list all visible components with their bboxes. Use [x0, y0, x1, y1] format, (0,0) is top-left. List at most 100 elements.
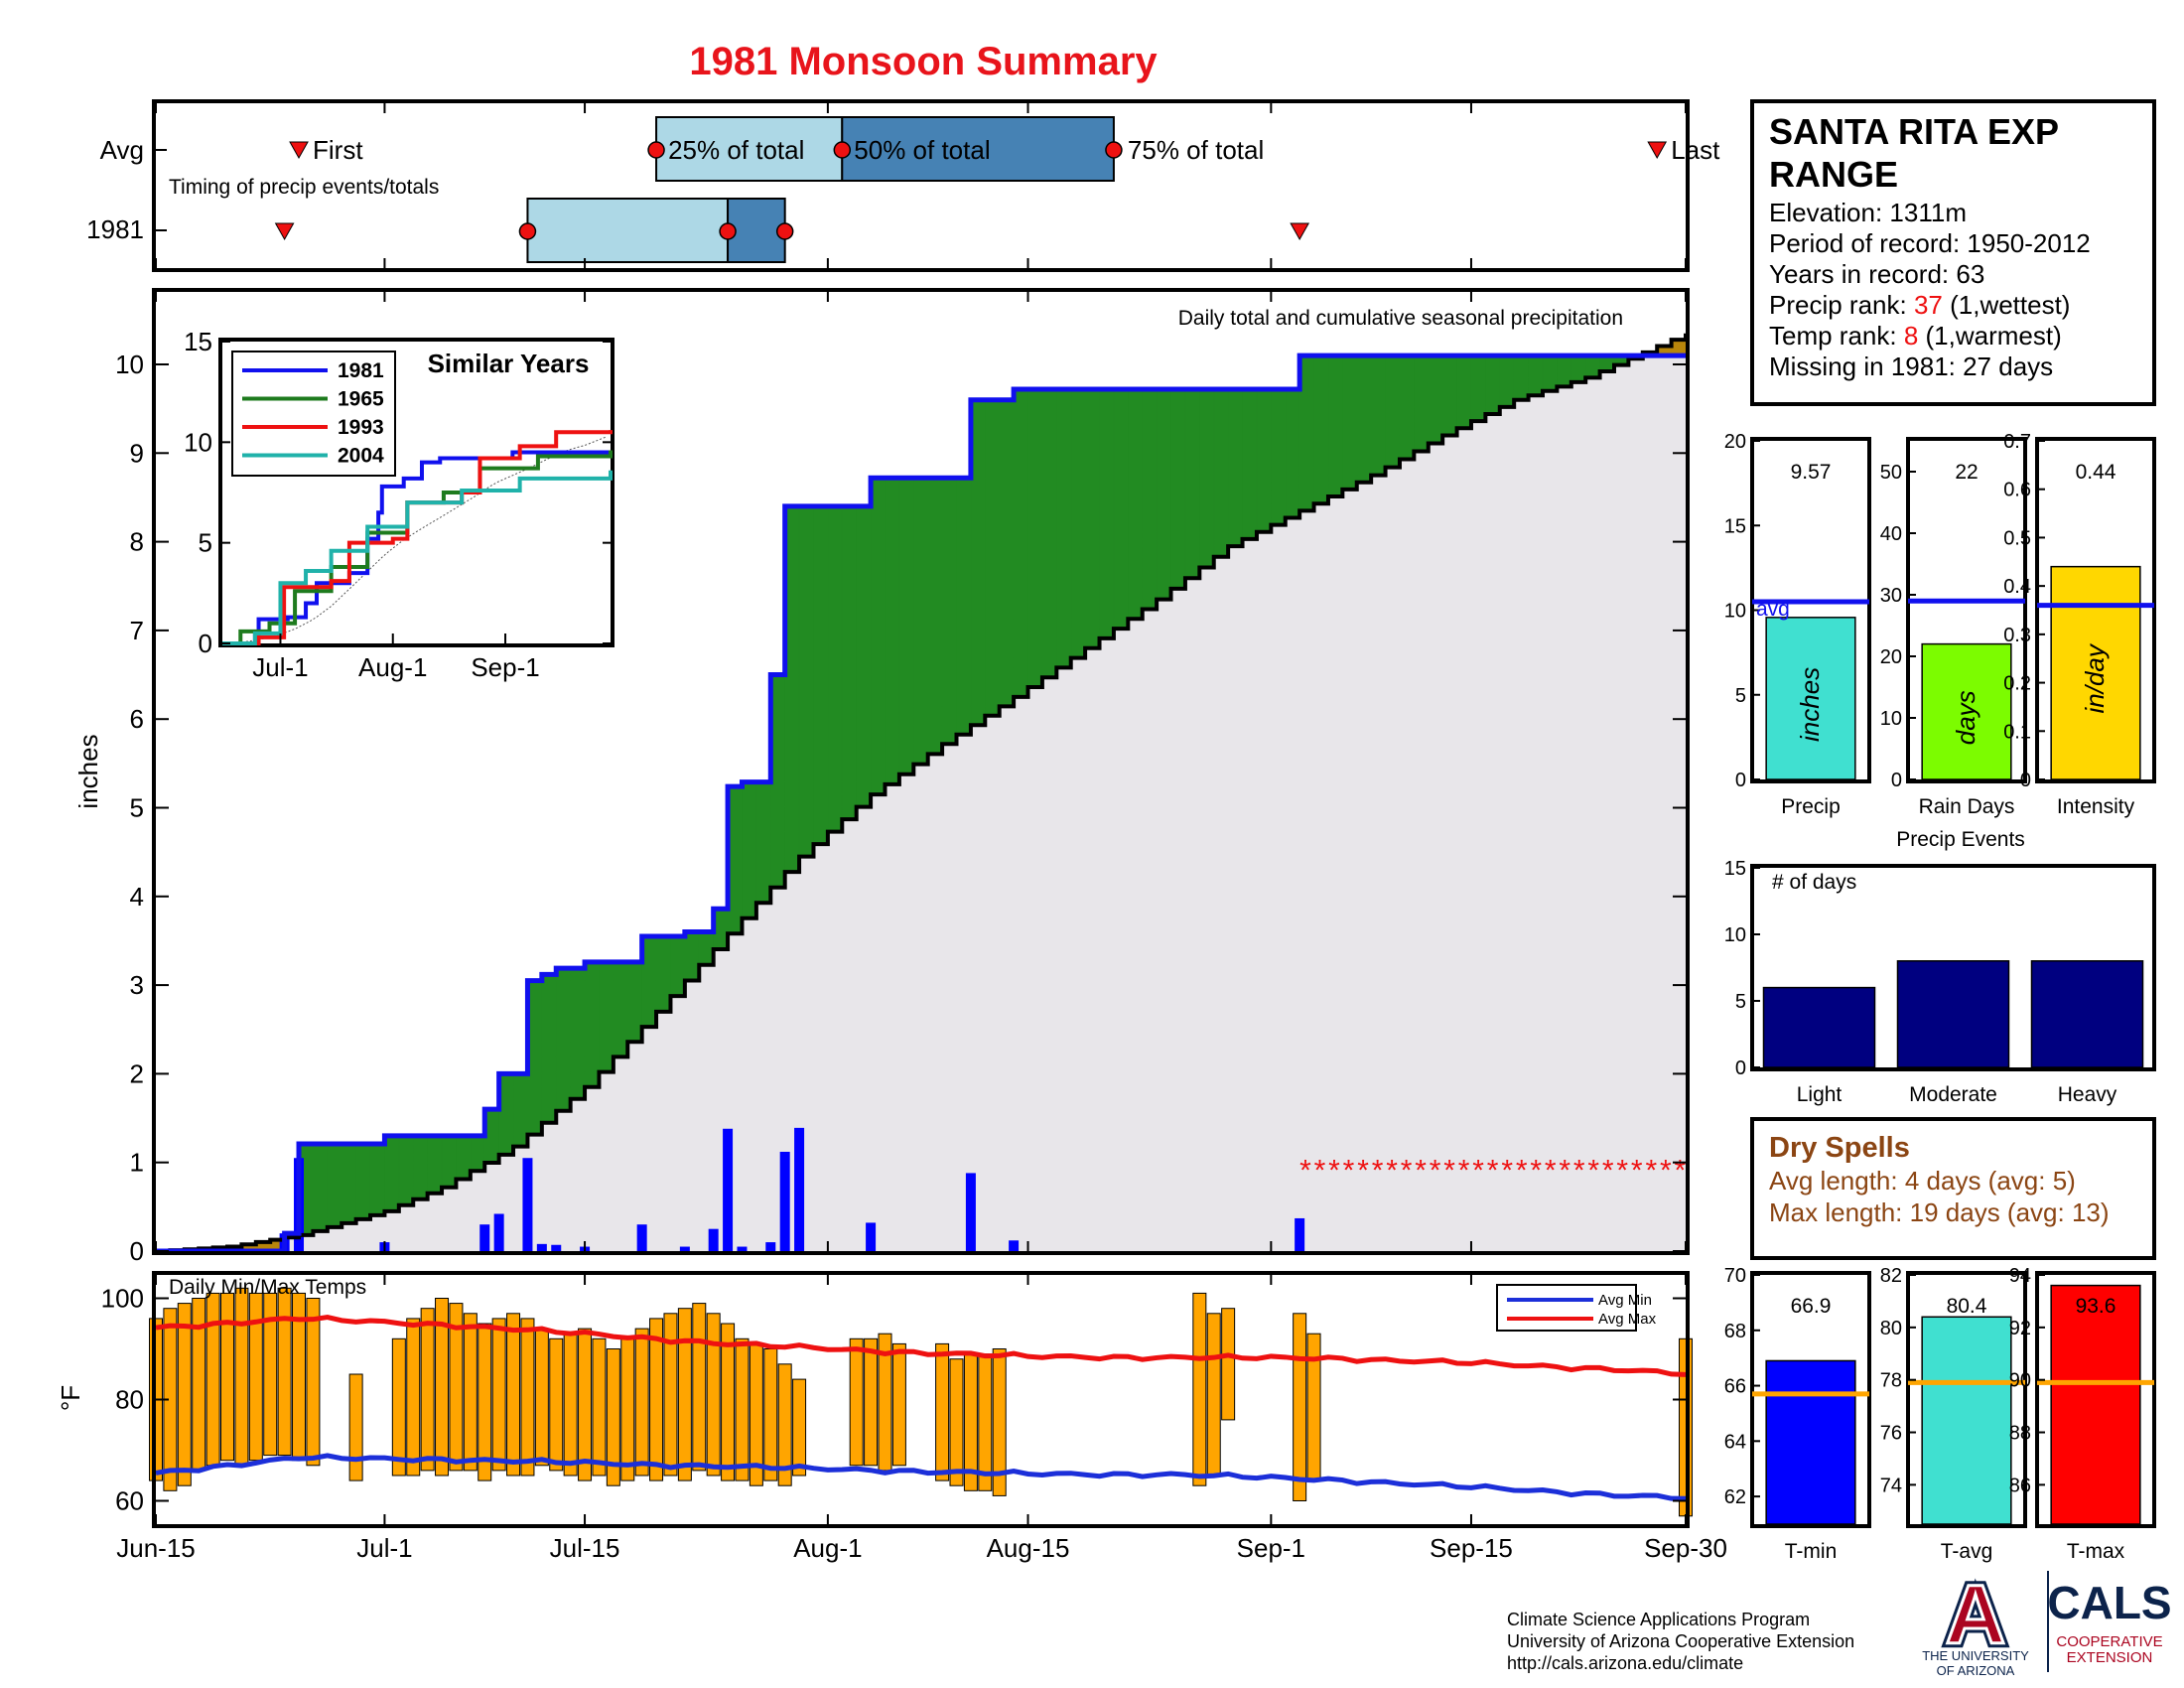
missing-data-markers: *************************** [1299, 1155, 1686, 1188]
daily-temp-bar [449, 1303, 464, 1472]
mini-y-tick-label: 0.4 [2003, 576, 2031, 598]
ua-name-line1: THE UNIVERSITY [1922, 1648, 2029, 1663]
temp-y-tick-label: 100 [101, 1284, 144, 1314]
avg-first-marker [289, 141, 309, 160]
temp-y-label: °F [56, 1385, 85, 1411]
mini-y-tick-label: 0.1 [2003, 721, 2031, 743]
mini-panel-label: T-max [2067, 1540, 2125, 1563]
chart-title: 1981 Monsoon Summary [689, 40, 1158, 83]
ua-letter-outline: A [1946, 1568, 2006, 1661]
daily-temp-bar [849, 1337, 864, 1467]
inset-x-tick-label: Aug-1 [358, 652, 427, 682]
daily-precip-bar [708, 1228, 719, 1251]
daily-temp-bar [205, 1292, 220, 1467]
daily-temp-bar [677, 1308, 692, 1481]
mini-y-tick-label: 74 [1880, 1475, 1902, 1496]
events-y-tick-label: 0 [1735, 1057, 1746, 1079]
footer: Climate Science Applications Program Uni… [1507, 1610, 1854, 1673]
daily-precip-bar [779, 1151, 790, 1251]
mini-y-tick-label: 0.5 [2003, 527, 2031, 549]
station-info-box: SANTA RITA EXP RANGE Elevation: 1311m Pe… [1750, 99, 2156, 406]
daily-temp-bar [578, 1328, 593, 1481]
daily-precip-bar [1009, 1240, 1020, 1251]
timing-q25-label: 25% of total [668, 135, 804, 165]
daily-temp-bar [506, 1313, 521, 1477]
avg-min-line [155, 1453, 1687, 1501]
inset-x-tick-label: Jul-1 [252, 652, 308, 682]
avg-max-line [155, 1315, 1687, 1377]
temperature-panel: 60 80 100 Jun-15 Jul-1 Jul-15 Aug-1 Aug-15 Sep-… [56, 1271, 1727, 1563]
daily-precip-bar [723, 1128, 734, 1251]
main-y-label: inches [73, 734, 103, 808]
inset-x-tick-label: Sep-1 [471, 652, 539, 682]
main-caption: Daily total and cumulative seasonal prec… [1178, 307, 1623, 330]
mini-panel-value: 93.6 [2076, 1295, 2116, 1318]
daily-precip-bar [636, 1224, 647, 1251]
footer-line2: University of Arizona Cooperative Extens… [1507, 1631, 1854, 1651]
mini-y-tick-label: 94 [2009, 1265, 2031, 1287]
mini-y-tick-label: 0.2 [2003, 673, 2031, 695]
avg-q25-q50-box [655, 116, 844, 182]
similar-years-lines [221, 430, 613, 645]
daily-precip-bar [765, 1242, 776, 1251]
daily-temp-bar [391, 1337, 406, 1477]
mini-panel-value: 0.44 [2076, 461, 2116, 484]
mini-y-tick-label: 0 [1891, 770, 1902, 791]
daily-temp-bar [348, 1373, 363, 1481]
daily-temp-bar [763, 1348, 778, 1481]
temp-y-axis: 60 80 100 [101, 1284, 1688, 1516]
daily-temp-bar [234, 1287, 249, 1467]
daily-temp-bar [549, 1337, 564, 1472]
inset-y-tick-label: 5 [199, 528, 212, 558]
daily-temp-bar [663, 1313, 678, 1477]
mini-y-tick-label: 64 [1724, 1431, 1746, 1453]
events-bar-heavy [2030, 960, 2144, 1068]
year-q50-marker [719, 222, 737, 240]
temp-caption: Daily Min/Max Temps [169, 1276, 366, 1299]
x-tick-label: Sep-30 [1644, 1533, 1727, 1563]
daily-temp-bar [649, 1318, 664, 1481]
daily-temp-bar [177, 1303, 192, 1486]
footer-line3: http://cals.arizona.edu/climate [1507, 1653, 1743, 1673]
temp-avg-lines [155, 1315, 1687, 1501]
main-precip-panel: *************************** 0 1 2 3 4 5 6 7 8 9 10… [73, 288, 1690, 1266]
daily-precip-bar [965, 1173, 976, 1251]
events-category-label: Moderate [1909, 1083, 1997, 1106]
main-y-tick-label: 6 [130, 704, 144, 734]
avg-q25-marker [647, 141, 665, 159]
mini-panel-bar [1765, 617, 1856, 780]
daily-precip-bar [479, 1224, 490, 1251]
daily-temp-bar [1293, 1313, 1307, 1502]
mini-panel-avg-label: avg [1756, 598, 1790, 621]
timing-q75-label: 75% of total [1128, 135, 1264, 165]
daily-temp-bar [435, 1298, 450, 1477]
station-name-line2: RANGE [1769, 154, 1898, 195]
mini-y-tick-label: 66 [1724, 1376, 1746, 1398]
main-y-tick-label: 0 [130, 1236, 144, 1266]
daily-temp-bar [1192, 1292, 1207, 1486]
inset-x-axis: Jul-1 Aug-1 Sep-1 [252, 633, 540, 682]
main-y-tick-label: 2 [130, 1058, 144, 1088]
temp-y-tick-label: 80 [115, 1385, 144, 1415]
dry-spells-avg: Avg length: 4 days (avg: 5) [1769, 1166, 2076, 1196]
daily-temp-bar [864, 1337, 879, 1467]
ua-letter: A [1946, 1568, 2006, 1661]
daily-temp-bar [992, 1348, 1007, 1496]
mini-y-tick-label: 15 [1724, 515, 1746, 537]
legend-label-1993: 1993 [338, 416, 384, 439]
mini-panel-t-max: 86 88 90 92 94 93.6 T-max [2009, 1265, 2156, 1563]
mini-panel-t-avg: 74 76 78 80 82 80.4 T-avg [1880, 1265, 2027, 1563]
legend-label-2004: 2004 [338, 445, 384, 468]
year-q50-q75-box [727, 198, 786, 263]
daily-temp-bar [634, 1328, 649, 1477]
mini-y-tick-label: 40 [1880, 523, 1902, 545]
daily-temp-bar [891, 1342, 906, 1467]
mini-y-tick-label: 0.7 [2003, 431, 2031, 453]
x-tick-label: Sep-1 [1237, 1533, 1305, 1563]
mini-panel-label: Rain Days [1919, 795, 2015, 818]
events-y-tick-label: 15 [1724, 858, 1746, 880]
daily-temp-bar [592, 1337, 607, 1477]
mini-y-tick-label: 92 [2009, 1318, 2031, 1339]
events-y-tick-label: 10 [1724, 924, 1746, 946]
